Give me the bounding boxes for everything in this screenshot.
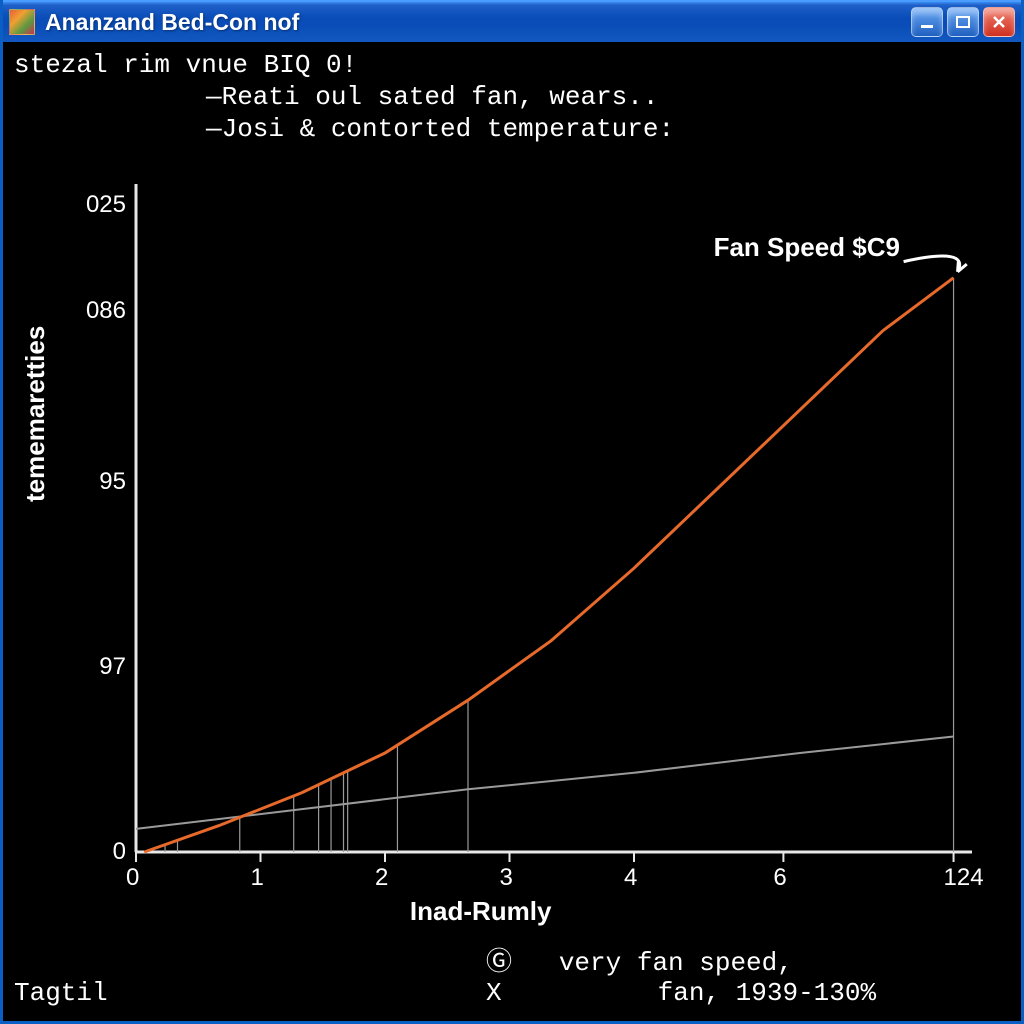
app-window: Ananzand Bed-Con nof stezal rim vnue BIQ… <box>0 0 1024 1024</box>
window-title: Ananzand Bed-Con nof <box>45 9 911 36</box>
chart-svg <box>106 172 986 912</box>
x-tick-label: 3 <box>500 864 513 892</box>
minimize-button[interactable] <box>911 7 943 37</box>
legend-sym-1: Ⓖ <box>486 948 512 978</box>
x-tick-label: 2 <box>375 864 388 892</box>
y-tick-label: 97 <box>66 653 126 681</box>
footer-left-text: Tagtil <box>14 978 108 1008</box>
x-tick-label: 6 <box>773 864 786 892</box>
footer-legend: Ⓖ very fan speed, X fan, 1939-130% <box>486 941 876 1008</box>
header-line-3: —Josi & contorted temperature: <box>206 114 674 144</box>
y-axis-label: tememaretties <box>20 326 51 502</box>
legend-text-2: fan, 1939-130% <box>658 978 876 1008</box>
chart <box>106 172 986 912</box>
x-axis-label: Inad-Rumly <box>410 896 552 927</box>
window-controls <box>911 7 1015 37</box>
y-tick-label: 086 <box>66 297 126 325</box>
maximize-button[interactable] <box>947 7 979 37</box>
x-tick-label: 0 <box>126 864 139 892</box>
legend-text-1: very fan speed, <box>559 948 793 978</box>
titlebar[interactable]: Ananzand Bed-Con nof <box>3 0 1021 42</box>
y-tick-label: 95 <box>66 468 126 496</box>
x-tick-label: 4 <box>624 864 637 892</box>
legend-sym-2: X <box>486 978 502 1008</box>
x-tick-label: 1 <box>251 864 264 892</box>
minimize-icon <box>919 15 935 29</box>
header-line-1: stezal rim vnue BIQ 0! <box>14 50 357 80</box>
close-button[interactable] <box>983 7 1015 37</box>
y-tick-label: 0 <box>66 838 126 866</box>
y-tick-label: 025 <box>66 191 126 219</box>
close-icon <box>991 15 1007 29</box>
content-area: stezal rim vnue BIQ 0! —Reati oul sated … <box>6 42 1018 1018</box>
x-tick-label: 124 <box>944 864 984 892</box>
app-icon <box>9 9 35 35</box>
chart-annotation: Fan Speed $C9 <box>714 232 900 263</box>
maximize-icon <box>955 15 971 29</box>
header-line-2: —Reati oul sated fan, wears.. <box>206 82 658 112</box>
